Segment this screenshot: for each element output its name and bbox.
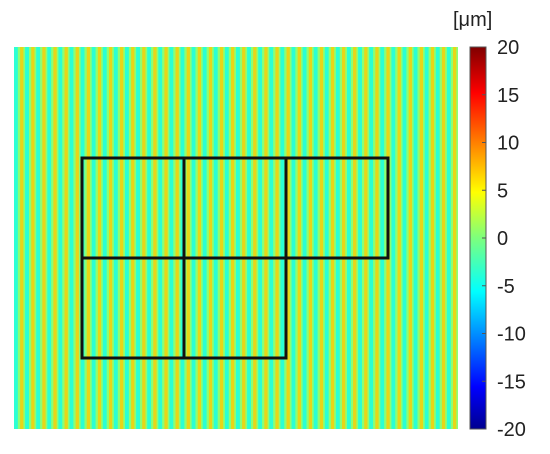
stripe-low (435, 47, 440, 429)
stripe-high (175, 47, 179, 429)
stripe-low (302, 47, 307, 429)
stripe-high (319, 47, 324, 429)
stripe-low (358, 47, 362, 429)
stripe-high (31, 47, 35, 429)
stripe-high (275, 47, 279, 429)
stripe-high (186, 47, 190, 429)
stripe-high (53, 47, 57, 429)
stripe-low (213, 47, 218, 429)
stripe-low (446, 47, 451, 429)
stripe-high (142, 47, 146, 429)
stripe-low (169, 47, 174, 429)
stripe-low (424, 47, 429, 429)
stripe-low (247, 47, 251, 429)
stripe-high (419, 47, 424, 429)
stripe-high (231, 47, 235, 429)
stripe-high (408, 47, 412, 429)
stripe-high (441, 47, 446, 429)
stripe-high (197, 47, 202, 429)
stripe-high (253, 47, 257, 429)
stripe-low (413, 47, 418, 429)
stripe-low (180, 47, 185, 429)
stripe-low (369, 47, 374, 429)
stripe-low (313, 47, 318, 429)
stripe-low (402, 47, 407, 429)
stripe-low (147, 47, 152, 429)
stripe-high (453, 47, 457, 429)
stripe-low (335, 47, 340, 429)
stripe-low (324, 47, 329, 429)
stripe-high (164, 47, 168, 429)
stripe-high (219, 47, 224, 429)
stripe-high (97, 47, 102, 429)
stripe-high (120, 47, 124, 429)
stripe-low (47, 47, 52, 429)
stripe-low (380, 47, 385, 429)
stripe-high (153, 47, 157, 429)
stripe-low (391, 47, 396, 429)
stripe-low (269, 47, 274, 429)
colorbar-tick-label: 10 (497, 133, 519, 155)
stripe-high (208, 47, 213, 429)
stripe-low (347, 47, 351, 429)
stripe-high (297, 47, 301, 429)
colorbar-tick-label: -10 (497, 324, 526, 346)
stripe-low (236, 47, 240, 429)
stripe-high (330, 47, 335, 429)
stripe-high (353, 47, 357, 429)
stripe-low (136, 47, 140, 429)
stripe-low (191, 47, 196, 429)
overlay-grid (80, 156, 390, 360)
stripe-high (86, 47, 91, 429)
stripe-low (125, 47, 129, 429)
stripe-high (42, 47, 46, 429)
colorbar-ticks: 20 15 10 5 0 -5 -10 -15 -20 (482, 37, 526, 441)
overlay-cell (284, 156, 390, 260)
colorbar-tick-label: -15 (497, 371, 526, 393)
stripe-low (202, 47, 207, 429)
stripe-high (75, 47, 79, 429)
stripe-high (20, 47, 24, 429)
stripe-low (36, 47, 41, 429)
heatmap-image (14, 47, 458, 429)
stripe-low (224, 47, 229, 429)
colorbar-tick-label: -20 (497, 419, 526, 441)
stripe-high (364, 47, 368, 429)
stripe-low (113, 47, 118, 429)
colorbar-tick-label: 0 (497, 228, 508, 250)
colorbar-tick-label: 20 (497, 37, 519, 59)
stripe-low (280, 47, 285, 429)
stripe-low (69, 47, 74, 429)
stripe-high (264, 47, 268, 429)
stripe-high (397, 47, 401, 429)
stripe-high (131, 47, 135, 429)
stripe-high (108, 47, 113, 429)
stripe-low (291, 47, 296, 429)
stripe-high (342, 47, 346, 429)
overlay-cell (182, 256, 288, 360)
stripe-high (286, 47, 290, 429)
stripe-low (158, 47, 163, 429)
stripe-low (91, 47, 96, 429)
stripe-high (430, 47, 435, 429)
stripe-high (308, 47, 313, 429)
stripe-low (258, 47, 263, 429)
stripe-high (375, 47, 379, 429)
stripe-low (102, 47, 107, 429)
stripe-low (14, 47, 18, 429)
stripe-low (58, 47, 63, 429)
stripe-high (242, 47, 246, 429)
colorbar-tick-label: 15 (497, 85, 519, 107)
stripe-low (25, 47, 29, 429)
colorbar-tick-label: 5 (497, 180, 508, 202)
colorbar-unit-label: [μm] (453, 9, 492, 31)
stripe-high (64, 47, 68, 429)
colorbar-tick-label: -5 (497, 276, 515, 298)
